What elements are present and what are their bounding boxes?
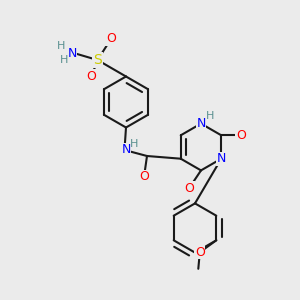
- Text: O: O: [195, 246, 205, 259]
- Text: N: N: [217, 152, 226, 165]
- Text: N: N: [196, 117, 206, 130]
- Text: S: S: [93, 53, 102, 67]
- Text: O: O: [236, 129, 246, 142]
- Text: H: H: [206, 111, 214, 121]
- Text: H: H: [130, 139, 139, 149]
- Text: O: O: [184, 182, 194, 195]
- Text: O: O: [139, 170, 149, 184]
- Text: O: O: [106, 32, 116, 46]
- Text: H: H: [56, 41, 65, 52]
- Text: N: N: [121, 143, 131, 157]
- Text: H: H: [60, 55, 69, 65]
- Text: O: O: [87, 70, 96, 83]
- Text: N: N: [67, 47, 77, 61]
